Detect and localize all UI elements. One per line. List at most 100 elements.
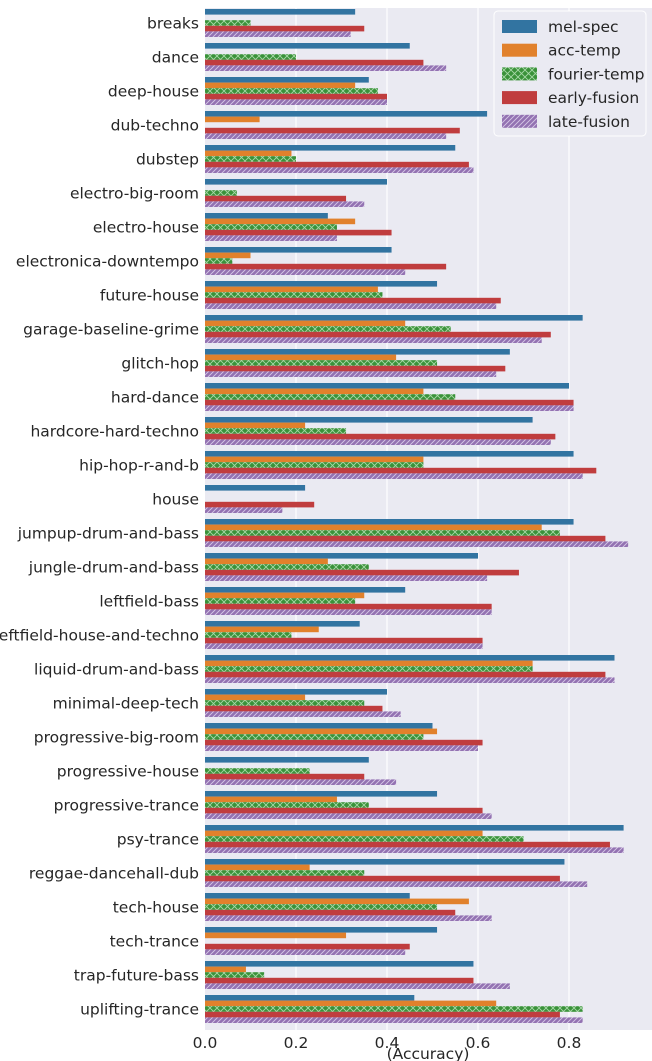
bar-mel-spec bbox=[205, 417, 533, 423]
bar-early-fusion bbox=[205, 263, 447, 270]
category-label: future-house bbox=[100, 287, 199, 305]
bar-late-fusion bbox=[205, 949, 406, 955]
bar-acc-temp bbox=[205, 728, 438, 735]
bar-acc-temp bbox=[205, 932, 347, 939]
legend-swatch bbox=[502, 20, 537, 33]
category-label: hardcore-hard-techno bbox=[30, 423, 199, 441]
legend-swatch bbox=[502, 114, 537, 128]
bar-late-fusion bbox=[205, 711, 401, 717]
bar-late-fusion bbox=[205, 337, 542, 343]
bar-fourier-temp bbox=[205, 666, 533, 672]
bar-acc-temp bbox=[205, 864, 310, 871]
category-label: uplifting-trance bbox=[80, 1001, 199, 1019]
category-label: hard-dance bbox=[111, 389, 199, 407]
legend: mel-spec acc-temp fourier-temp early-fusion… bbox=[493, 10, 647, 137]
bar-acc-temp bbox=[205, 694, 306, 701]
bar-fourier-temp bbox=[205, 88, 378, 94]
bar-early-fusion bbox=[205, 773, 365, 780]
bar-late-fusion bbox=[205, 779, 397, 785]
bar-mel-spec bbox=[205, 43, 410, 49]
legend-swatch bbox=[502, 43, 537, 57]
category-label: leftfield-house-and-techno bbox=[0, 627, 199, 645]
bar-acc-temp bbox=[205, 388, 424, 395]
category-label: leftfield-bass bbox=[99, 593, 199, 611]
bar-late-fusion bbox=[205, 167, 474, 173]
bar-acc-temp bbox=[205, 558, 328, 565]
bar-mel-spec bbox=[205, 349, 510, 355]
bar-early-fusion bbox=[205, 25, 365, 32]
bar-mel-spec bbox=[205, 587, 406, 593]
bar-late-fusion bbox=[205, 439, 551, 445]
bar-early-fusion bbox=[205, 229, 392, 236]
bar-fourier-temp bbox=[205, 54, 296, 60]
bar-mel-spec bbox=[205, 179, 387, 185]
category-labels: breaks dance deep-house dub-techno dubstep el… bbox=[0, 15, 199, 1019]
bar-mel-spec bbox=[205, 111, 488, 117]
bar-mel-spec bbox=[205, 281, 438, 287]
bar-acc-temp bbox=[205, 660, 533, 667]
bar-early-fusion bbox=[205, 909, 456, 916]
bar-late-fusion bbox=[205, 983, 510, 989]
bar-fourier-temp bbox=[205, 836, 524, 842]
bar-early-fusion bbox=[205, 433, 556, 440]
bar-late-fusion bbox=[205, 915, 492, 921]
bar-early-fusion bbox=[205, 739, 483, 746]
bar-early-fusion bbox=[205, 297, 501, 304]
bar-fourier-temp bbox=[205, 190, 237, 196]
bar-early-fusion bbox=[205, 807, 483, 814]
category-label: dub-techno bbox=[111, 117, 199, 135]
bar-mel-spec bbox=[205, 145, 456, 151]
category-label: dubstep bbox=[136, 151, 199, 169]
bar-fourier-temp bbox=[205, 462, 424, 468]
bar-early-fusion bbox=[205, 127, 460, 134]
bar-early-fusion bbox=[205, 569, 519, 576]
bar-mel-spec bbox=[205, 757, 369, 763]
bar-late-fusion bbox=[205, 235, 337, 241]
bar-early-fusion bbox=[205, 399, 574, 406]
bar-early-fusion bbox=[205, 161, 469, 168]
bar-early-fusion bbox=[205, 365, 506, 372]
bar-acc-temp bbox=[205, 150, 292, 157]
bar-early-fusion bbox=[205, 603, 492, 610]
bar-early-fusion bbox=[205, 1011, 560, 1018]
bar-fourier-temp bbox=[205, 768, 310, 774]
bar-acc-temp bbox=[205, 218, 356, 225]
bar-fourier-temp bbox=[205, 394, 456, 400]
category-label: reggae-dancehall-dub bbox=[29, 865, 199, 883]
bar-mel-spec bbox=[205, 791, 438, 797]
bar-early-fusion bbox=[205, 943, 410, 950]
bar-mel-spec bbox=[205, 213, 328, 219]
bar-late-fusion bbox=[205, 1017, 583, 1023]
bar-fourier-temp bbox=[205, 870, 365, 876]
bar-late-fusion bbox=[205, 575, 488, 581]
bar-acc-temp bbox=[205, 592, 365, 599]
bar-acc-temp bbox=[205, 320, 406, 327]
bar-fourier-temp bbox=[205, 292, 383, 298]
bar-early-fusion bbox=[205, 501, 315, 508]
bar-acc-temp bbox=[205, 966, 246, 973]
category-label: tech-house bbox=[113, 899, 199, 917]
bar-late-fusion bbox=[205, 201, 365, 207]
bar-mel-spec bbox=[205, 961, 474, 967]
category-label: electronica-downtempo bbox=[16, 253, 199, 271]
bar-early-fusion bbox=[205, 705, 383, 712]
bar-mel-spec bbox=[205, 927, 438, 933]
bar-early-fusion bbox=[205, 467, 597, 474]
bar-late-fusion bbox=[205, 813, 492, 819]
bar-late-fusion bbox=[205, 371, 497, 377]
bar-mel-spec bbox=[205, 383, 569, 389]
x-tick-label: 0.2 bbox=[284, 1034, 309, 1052]
bar-acc-temp bbox=[205, 354, 397, 361]
legend-swatch bbox=[502, 91, 537, 105]
bar-late-fusion bbox=[205, 507, 283, 513]
bar-acc-temp bbox=[205, 116, 260, 123]
bar-fourier-temp bbox=[205, 1006, 583, 1012]
bar-early-fusion bbox=[205, 841, 610, 848]
bar-fourier-temp bbox=[205, 598, 356, 604]
bar-late-fusion bbox=[205, 133, 447, 139]
legend-label: fourier-temp bbox=[548, 65, 645, 83]
category-label: breaks bbox=[147, 15, 199, 33]
category-label: liquid-drum-and-bass bbox=[34, 661, 199, 679]
bar-fourier-temp bbox=[205, 428, 347, 434]
category-label: jungle-drum-and-bass bbox=[28, 559, 199, 577]
